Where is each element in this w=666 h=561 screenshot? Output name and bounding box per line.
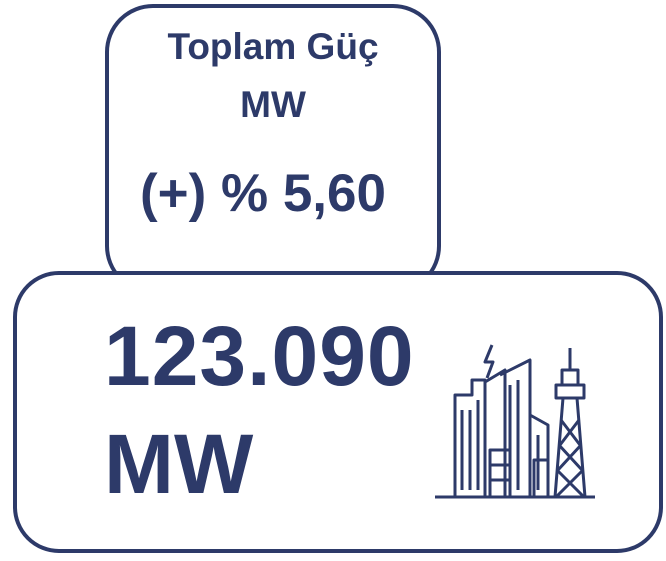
unit: MW [240,84,306,125]
header-box [105,4,441,294]
title: Toplam Güç [167,26,379,67]
value: 123.090 [104,309,415,403]
value-box [13,271,663,553]
city-icon [435,344,595,499]
change: (+) % 5,60 [140,164,386,223]
value-unit: MW [104,417,254,511]
